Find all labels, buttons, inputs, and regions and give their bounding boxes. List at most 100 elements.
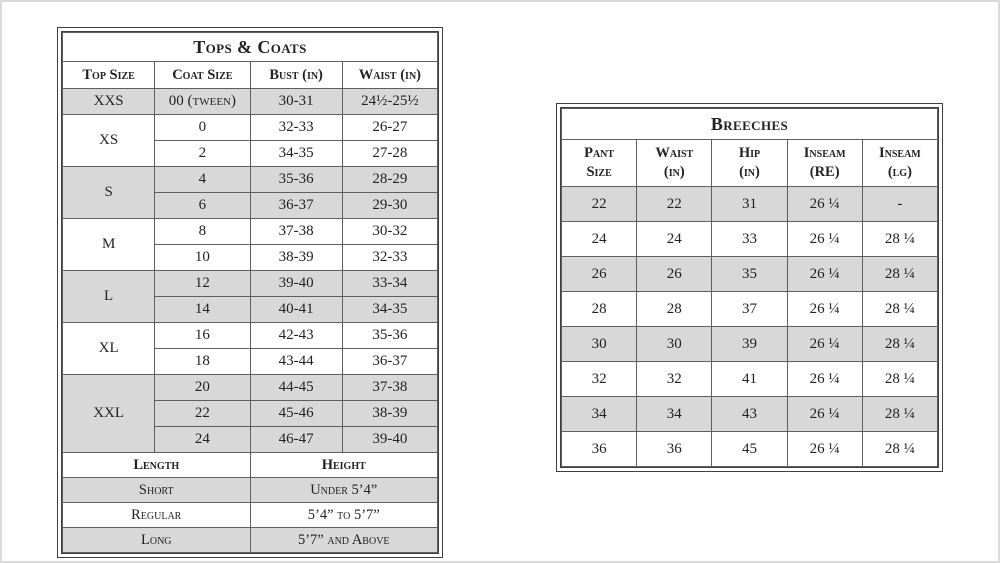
tops-coats-title: Tops & Coats [62,32,438,62]
table-cell: 26 [560,256,638,292]
table-row: 36 36 45 26 ¼ 28 ¼ [560,431,939,467]
header-line: (in) [739,164,760,180]
table-cell: 00 (tween) [154,88,251,115]
table-cell: 43 [711,396,788,432]
table-cell: 18 [154,348,251,375]
table-row: 30 30 39 26 ¼ 28 ¼ [560,326,939,362]
header-line: (RE) [809,164,840,180]
header-line: (lg) [887,164,912,180]
table-row: M 8 37-38 30-32 [61,218,439,271]
table-cell: 34-35 [341,296,439,323]
table-cell: 42-43 [249,322,343,349]
table-cell: 30-32 [341,218,439,245]
table-cell: 0 [154,114,251,141]
table-row: Short Under 5’4” [62,477,438,503]
header-line: Inseam [803,145,846,162]
header-line: Hip [738,145,761,162]
table-cell: 43-44 [249,348,343,375]
table-cell: 28 ¼ [861,221,939,257]
header-hip: Hip (in) [711,139,788,187]
table-cell: 26 ¼ [786,431,863,467]
table-cell: 14 [154,296,251,323]
header-coat-size: Coat Size [154,61,251,89]
table-cell: 32-33 [341,244,439,271]
header-inseam-re: Inseam (RE) [786,139,863,187]
table-cell: - [861,186,939,222]
table-row: Regular 5’4” to 5’7” [62,502,438,528]
table-row: 26 26 35 26 ¼ 28 ¼ [560,256,939,292]
table-cell: 32 [636,361,713,397]
header-length: Length [62,452,251,478]
breeches-table: Breeches Pant Size Waist (in) Hip (in) I… [560,108,939,467]
table-cell: 22 [560,186,638,222]
table-cell: 39 [711,326,788,362]
table-cell: 26 ¼ [786,256,863,292]
table-cell: 22 [636,186,713,222]
tops-coats-section: Tops & Coats Top Size Coat Size Bust (in… [57,27,443,558]
table-cell: 33-34 [341,270,439,297]
table-cell: 26 [636,256,713,292]
table-cell: 24 [154,426,251,453]
size-label: XXS [61,88,156,115]
table-cell: 35 [711,256,788,292]
table-cell: 36 [636,431,713,467]
table-row: 22 22 31 26 ¼ - [560,186,939,222]
breeches-section: Breeches Pant Size Waist (in) Hip (in) I… [556,103,943,472]
table-cell: 28 ¼ [861,361,939,397]
table-cell: 46-47 [249,426,343,453]
table-cell: 39-40 [249,270,343,297]
table-cell: 37-38 [341,374,439,401]
height-value: 5’7” and Above [249,527,438,553]
table-row: XXS 00 (tween) 30-31 24½-25½ [61,88,439,115]
table-cell: 35-36 [249,166,343,193]
header-line: Size [586,164,612,180]
table-cell: 27-28 [341,140,439,167]
header-top-size: Top Size [61,61,156,89]
breeches-inner-frame: Breeches Pant Size Waist (in) Hip (in) I… [560,107,939,468]
table-cell: 37 [711,291,788,327]
header-line: Inseam [878,145,921,162]
table-cell: 30 [560,326,638,362]
table-cell: 34-35 [249,140,343,167]
table-cell: 28 [636,291,713,327]
header-height: Height [249,452,438,478]
header-pant-size: Pant Size [560,139,638,187]
table-cell: 35-36 [341,322,439,349]
height-value: 5’4” to 5’7” [249,502,438,528]
table-cell: 26 ¼ [786,361,863,397]
table-row: XXL 20 44-45 37-38 [61,374,439,453]
table-cell: 22 [154,400,251,427]
table-row: 28 28 37 26 ¼ 28 ¼ [560,291,939,327]
table-cell: 2 [154,140,251,167]
table-cell: 24 [560,221,638,257]
table-cell: 26 ¼ [786,396,863,432]
table-cell: 36 [560,431,638,467]
table-cell: 45-46 [249,400,343,427]
table-cell: 37-38 [249,218,343,245]
table-cell: 34 [560,396,638,432]
size-label: M [61,218,156,271]
table-cell: 12 [154,270,251,297]
header-waist: Waist (in) [636,139,713,187]
table-row: 32 32 41 26 ¼ 28 ¼ [560,361,939,397]
table-cell: 36-37 [249,192,343,219]
table-cell: 26 ¼ [786,291,863,327]
table-cell: 28 ¼ [861,431,939,467]
table-row: 34 34 43 26 ¼ 28 ¼ [560,396,939,432]
table-header-row: Top Size Coat Size Bust (in) Waist (in) [61,61,439,89]
height-value: Under 5’4” [249,477,438,503]
table-cell: 30-31 [249,88,343,115]
header-waist: Waist (in) [341,61,439,89]
table-cell: 44-45 [249,374,343,401]
table-row: L 12 39-40 33-34 [61,270,439,323]
table-cell: 45 [711,431,788,467]
table-cell: 4 [154,166,251,193]
table-row: XL 16 42-43 35-36 [61,322,439,375]
table-row: Long 5’7” and Above [62,527,438,553]
length-label: Short [62,477,251,503]
table-row: S 4 35-36 28-29 [61,166,439,219]
table-cell: 32 [560,361,638,397]
table-cell: 26 ¼ [786,326,863,362]
breeches-title: Breeches [561,108,938,140]
table-row: 6 36-37 29-30 [63,192,439,219]
